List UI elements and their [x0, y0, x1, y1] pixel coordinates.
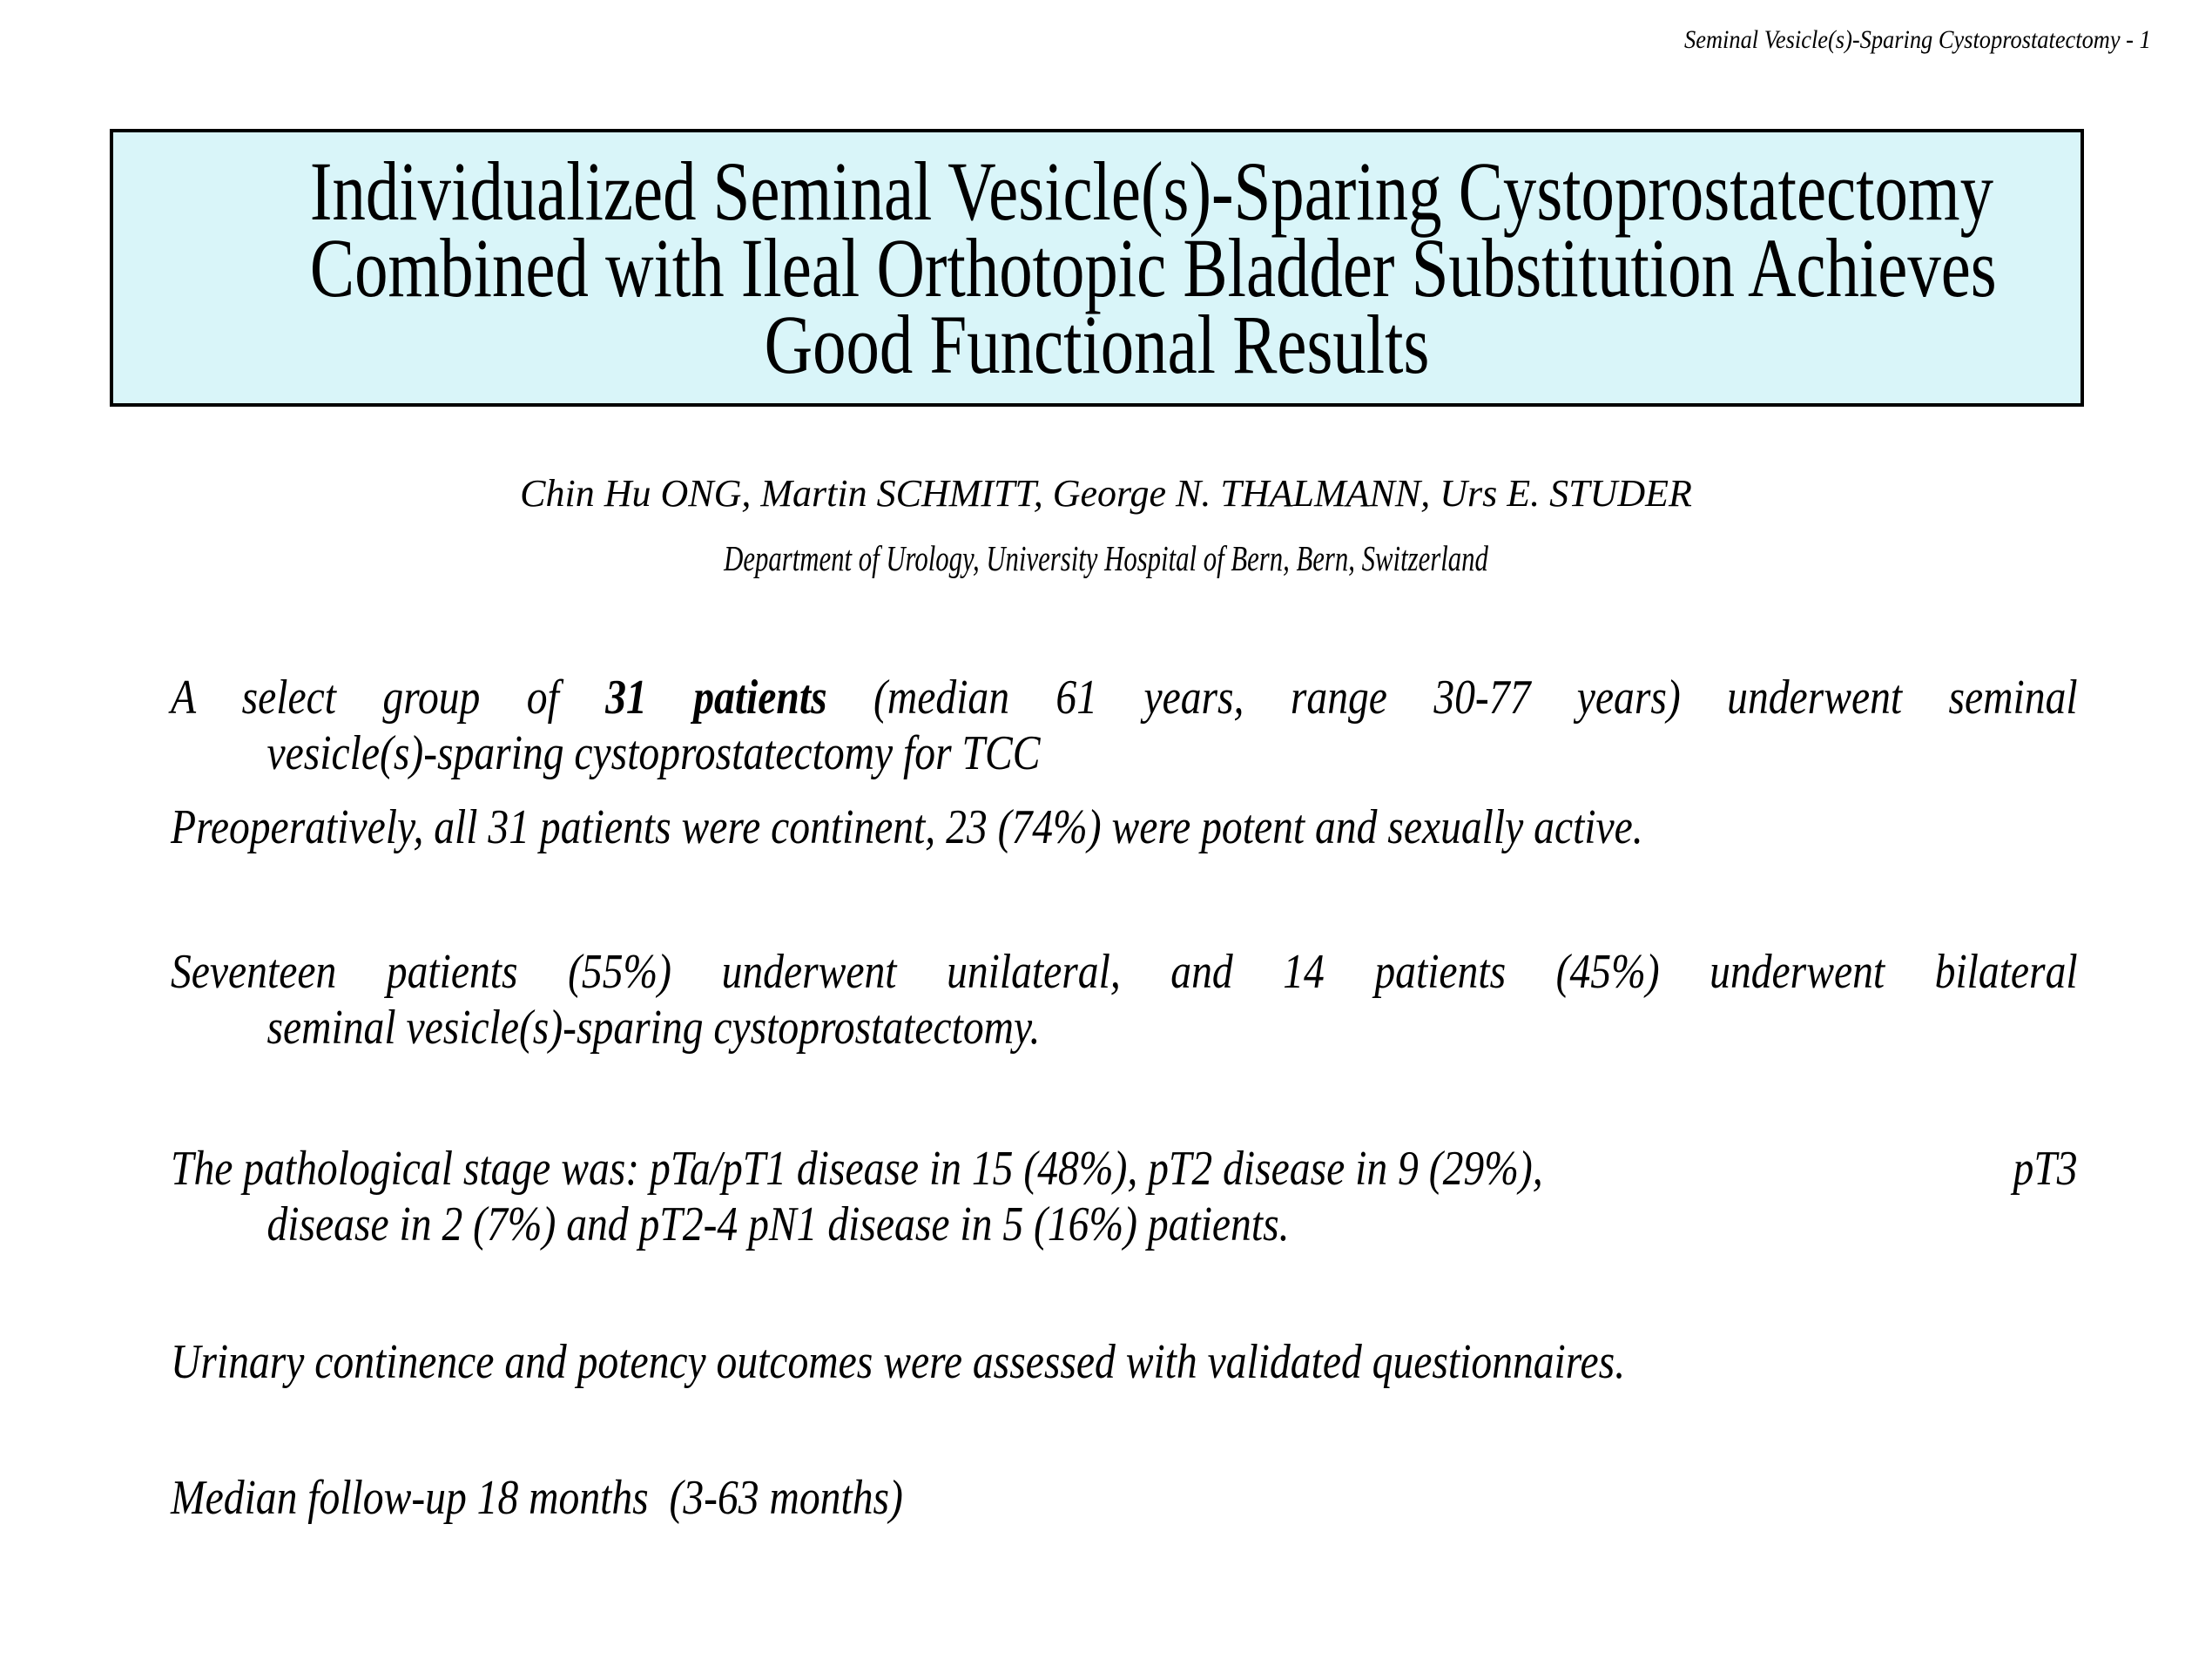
page-header: Seminal Vesicle(s)-Sparing Cystoprostate…	[1684, 25, 2151, 54]
paragraph-line: Urinary continence and potency outcomes …	[171, 1335, 1626, 1389]
paragraph-line: Preoperatively, all 31 patients were con…	[171, 800, 1643, 854]
paragraph-preoperative-status: Preoperatively, all 31 patients were con…	[171, 799, 2078, 855]
text-segment: pT3	[2013, 1142, 2078, 1196]
slide-title-line-2: Combined with Ileal Orthotopic Bladder S…	[309, 220, 1997, 314]
paragraph-outcomes-assessment: Urinary continence and potency outcomes …	[171, 1334, 2078, 1390]
abstract-body: A select group of 31 patients (median 61…	[171, 0, 2078, 1659]
title-box: Individualized Seminal Vesicle(s)-Sparin…	[110, 129, 2084, 407]
slide-title-line-3: Good Functional Results	[764, 297, 1430, 391]
paragraph-follow-up: Median follow-up 18 months (3-63 months)	[171, 1470, 2078, 1526]
text-segment: The pathological stage was: pTa/pT1 dise…	[171, 1142, 1543, 1196]
paragraph-unilateral-bilateral: Seventeen patients (55%) underwent unila…	[171, 944, 2078, 1055]
paragraph-line: The pathological stage was: pTa/pT1 dise…	[171, 1141, 2078, 1197]
paragraph-line: Seventeen patients (55%) underwent unila…	[171, 945, 2078, 999]
paragraph-line: seminal vesicle(s)-sparing cystoprostate…	[266, 1001, 1041, 1055]
authors-line: Chin Hu ONG, Martin SCHMITT, George N. T…	[520, 472, 1692, 515]
paragraph-line: A select group of 31 patients (median 61…	[171, 670, 2078, 725]
affiliation-line: Department of Urology, University Hospit…	[724, 538, 1488, 578]
paragraph-line: disease in 2 (7%) and pT2-4 pN1 disease …	[266, 1197, 1290, 1251]
bold-emphasis: 31 patients	[605, 671, 827, 725]
text-segment: A select group of	[171, 671, 606, 725]
paragraph-line: vesicle(s)-sparing cystoprostatectomy fo…	[266, 726, 1041, 780]
text-segment: (median 61 years, range 30-77 years) und…	[826, 671, 2078, 725]
paragraph-line: Median follow-up 18 months (3-63 months)	[171, 1471, 903, 1525]
paragraph-patient-group: A select group of 31 patients (median 61…	[171, 670, 2078, 781]
slide-title-line-1: Individualized Seminal Vesicle(s)-Sparin…	[309, 144, 1994, 238]
paragraph-pathological-stage: The pathological stage was: pTa/pT1 dise…	[171, 1141, 2078, 1252]
